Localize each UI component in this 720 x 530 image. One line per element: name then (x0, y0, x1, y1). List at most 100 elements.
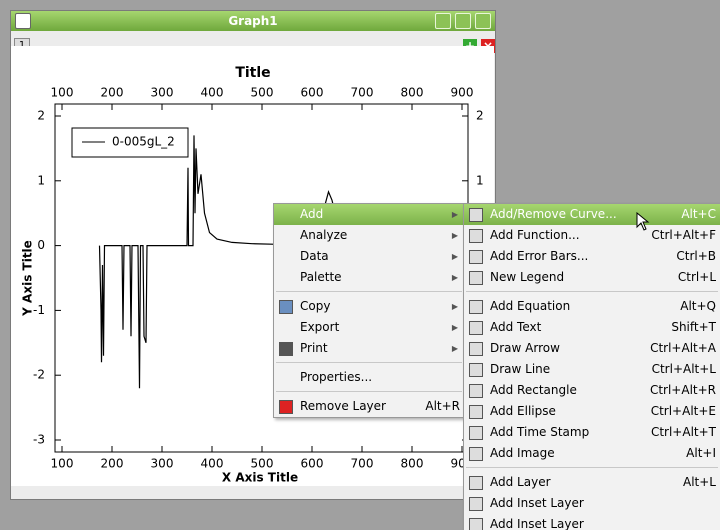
menu-item[interactable]: Remove Layer Alt+R (274, 396, 464, 417)
menu-item[interactable]: Copy ▶ (274, 296, 464, 317)
menu-label: Draw Line (490, 359, 550, 380)
y-tick-label: -2 (33, 368, 45, 382)
submenu-arrow: ▶ (452, 246, 458, 267)
y-tick-label-right: 1 (476, 173, 484, 187)
menu-label: Print (300, 338, 328, 359)
menu-label: Palette (300, 267, 342, 288)
menu-shortcut: Ctrl+Alt+R (650, 380, 716, 401)
y-tick-label: 1 (37, 173, 45, 187)
y-tick-label: -3 (33, 433, 45, 447)
menu-icon (469, 426, 483, 440)
menu-item[interactable]: Print ▶ (274, 338, 464, 359)
menu-icon (469, 300, 483, 314)
menu-label: Remove Layer (300, 396, 386, 417)
menu-item[interactable]: Add Ellipse Ctrl+Alt+E (464, 401, 720, 422)
menu-icon (469, 321, 483, 335)
menu-icon (469, 208, 483, 222)
menu-icon (469, 384, 483, 398)
menu-label: Add/Remove Curve... (490, 204, 617, 225)
x-tick-label: 700 (351, 457, 374, 471)
menu-label: Add Inset Layer (490, 514, 584, 530)
chart-title: Title (235, 65, 270, 81)
menu-icon (469, 271, 483, 285)
menu-shortcut: Ctrl+Alt+E (651, 401, 716, 422)
legend-label: 0-005gL_2 (112, 135, 175, 149)
menu-label: Data (300, 246, 329, 267)
x-tick-label-top: 600 (301, 86, 324, 100)
x-tick-label-top: 400 (201, 86, 224, 100)
menu-separator (466, 467, 718, 468)
menu-item[interactable]: Add Function... Ctrl+Alt+F (464, 225, 720, 246)
menu-item[interactable]: Export ▶ (274, 317, 464, 338)
menu-item[interactable]: Analyze▶ (274, 225, 464, 246)
x-tick-label: 400 (201, 457, 224, 471)
menu-icon (469, 447, 483, 461)
menu-shortcut: Ctrl+Alt+F (651, 225, 716, 246)
menu-item[interactable]: Add Error Bars...Ctrl+B (464, 246, 720, 267)
submenu-arrow: ▶ (452, 267, 458, 288)
menu-label: Add Equation (490, 296, 570, 317)
menu-label: Add Function... (490, 225, 580, 246)
menu-item[interactable]: Palette ▶ (274, 267, 464, 288)
menu-item[interactable]: Add ▶ (274, 204, 464, 225)
menu-label: Add Text (490, 317, 541, 338)
submenu-arrow: ▶ (452, 296, 458, 317)
menu-separator (276, 362, 462, 363)
menu-shortcut: Ctrl+B (676, 246, 716, 267)
menu-item[interactable]: Add/Remove Curve... Alt+C (464, 204, 720, 225)
x-tick-label-top: 800 (401, 86, 424, 100)
menu-item[interactable]: Add Equation Alt+Q (464, 296, 720, 317)
menu-item[interactable]: Add Inset Layer (464, 514, 720, 530)
x-tick-label-top: 900 (451, 86, 474, 100)
submenu-arrow: ▶ (452, 317, 458, 338)
menu-icon (279, 300, 293, 314)
x-tick-label: 200 (101, 457, 124, 471)
y-tick-label: -1 (33, 303, 45, 317)
menu-label: New Legend (490, 267, 564, 288)
x-tick-label: 500 (251, 457, 274, 471)
x-tick-label-top: 500 (251, 86, 274, 100)
menu-icon (469, 518, 483, 530)
menu-shortcut: Alt+I (686, 443, 716, 464)
menu-shortcut: Shift+T (671, 317, 716, 338)
menu-icon (469, 405, 483, 419)
submenu: Add/Remove Curve... Alt+C Add Function... C… (463, 203, 720, 530)
menu-icon (469, 363, 483, 377)
x-tick-label: 800 (401, 457, 424, 471)
menu-label: Add (300, 204, 323, 225)
menu-shortcut: Ctrl+Alt+T (651, 422, 716, 443)
menu-icon (469, 476, 483, 490)
menu-icon (469, 250, 483, 264)
menu-label: Add Inset Layer (490, 493, 584, 514)
menu-label: Copy (300, 296, 330, 317)
menu-shortcut: Alt+Q (680, 296, 716, 317)
menu-shortcut: Alt+L (683, 472, 716, 493)
menu-label: Draw Arrow (490, 338, 560, 359)
x-tick-label-top: 700 (351, 86, 374, 100)
menu-label: Export (300, 317, 339, 338)
menu-label: Add Ellipse (490, 401, 556, 422)
x-tick-label: 100 (51, 457, 74, 471)
menu-item[interactable]: Add Inset Layer (464, 493, 720, 514)
menu-separator (276, 291, 462, 292)
menu-shortcut: Alt+C (681, 204, 716, 225)
menu-shortcut: Alt+R (425, 396, 460, 417)
menu-icon (279, 342, 293, 356)
menu-item[interactable]: Add Text Shift+T (464, 317, 720, 338)
menu-shortcut: Ctrl+Alt+L (652, 359, 716, 380)
x-tick-label-top: 200 (101, 86, 124, 100)
x-tick-label-top: 100 (51, 86, 74, 100)
menu-item[interactable]: Data ▶ (274, 246, 464, 267)
menu-item[interactable]: Draw Line Ctrl+Alt+L (464, 359, 720, 380)
submenu-arrow: ▶ (452, 204, 458, 225)
context-menu: Add▶Analyze▶Data▶Palette▶Copy▶Export▶Pri… (273, 203, 465, 418)
submenu-arrow: ▶ (452, 338, 458, 359)
y-tick-label: 0 (37, 238, 45, 252)
menu-item[interactable]: Properties... (274, 367, 464, 388)
